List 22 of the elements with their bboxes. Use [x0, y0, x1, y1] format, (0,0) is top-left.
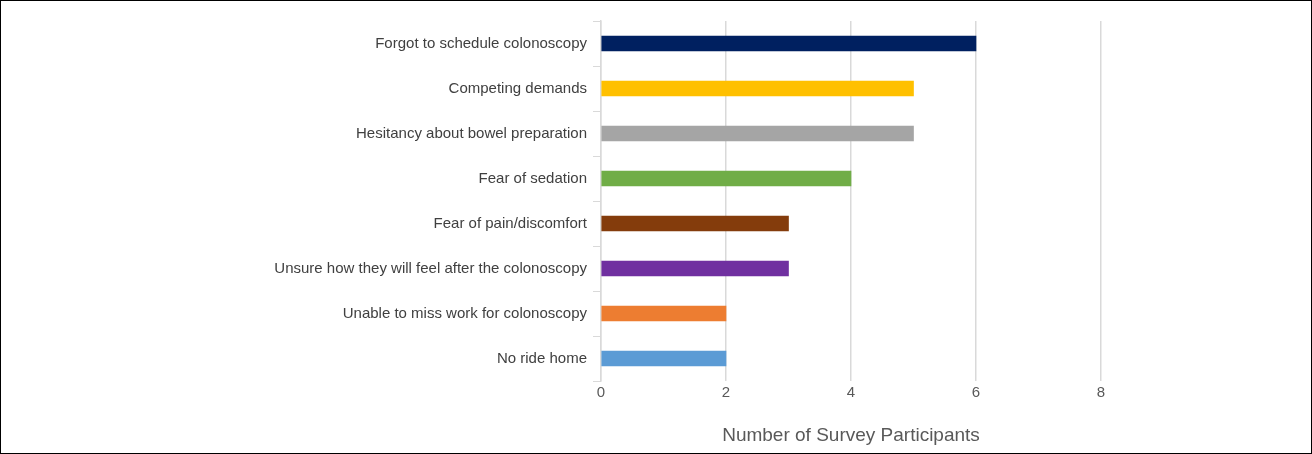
x-tick-label: 4: [846, 383, 856, 401]
bar: [601, 260, 789, 277]
bar: [601, 170, 852, 187]
x-axis-title: Number of Survey Participants: [722, 423, 980, 445]
x-tick-label: 2: [721, 383, 731, 401]
y-tick-label: Competing demands: [448, 78, 587, 96]
x-tick-label: 6: [971, 383, 981, 401]
bar: [601, 35, 977, 52]
bar: [601, 125, 914, 142]
x-tick-label: 0: [596, 383, 606, 401]
y-tick-label: Forgot to schedule colonoscopy: [375, 33, 588, 51]
y-tick-label: Fear of pain/discomfort: [433, 213, 588, 231]
bar: [601, 305, 727, 322]
y-tick-label: Fear of sedation: [478, 168, 587, 186]
bar: [601, 350, 727, 367]
y-tick-label: No ride home: [496, 348, 587, 366]
y-tick-label: Unsure how they will feel after the colonoscopy: [274, 258, 588, 276]
bar: [601, 80, 914, 97]
x-tick-label: 8: [1096, 383, 1106, 401]
bar: [601, 215, 789, 232]
y-tick-label: Hesitancy about bowel preparation: [356, 123, 587, 141]
y-tick-label: Unable to miss work for colonoscopy: [342, 303, 588, 321]
